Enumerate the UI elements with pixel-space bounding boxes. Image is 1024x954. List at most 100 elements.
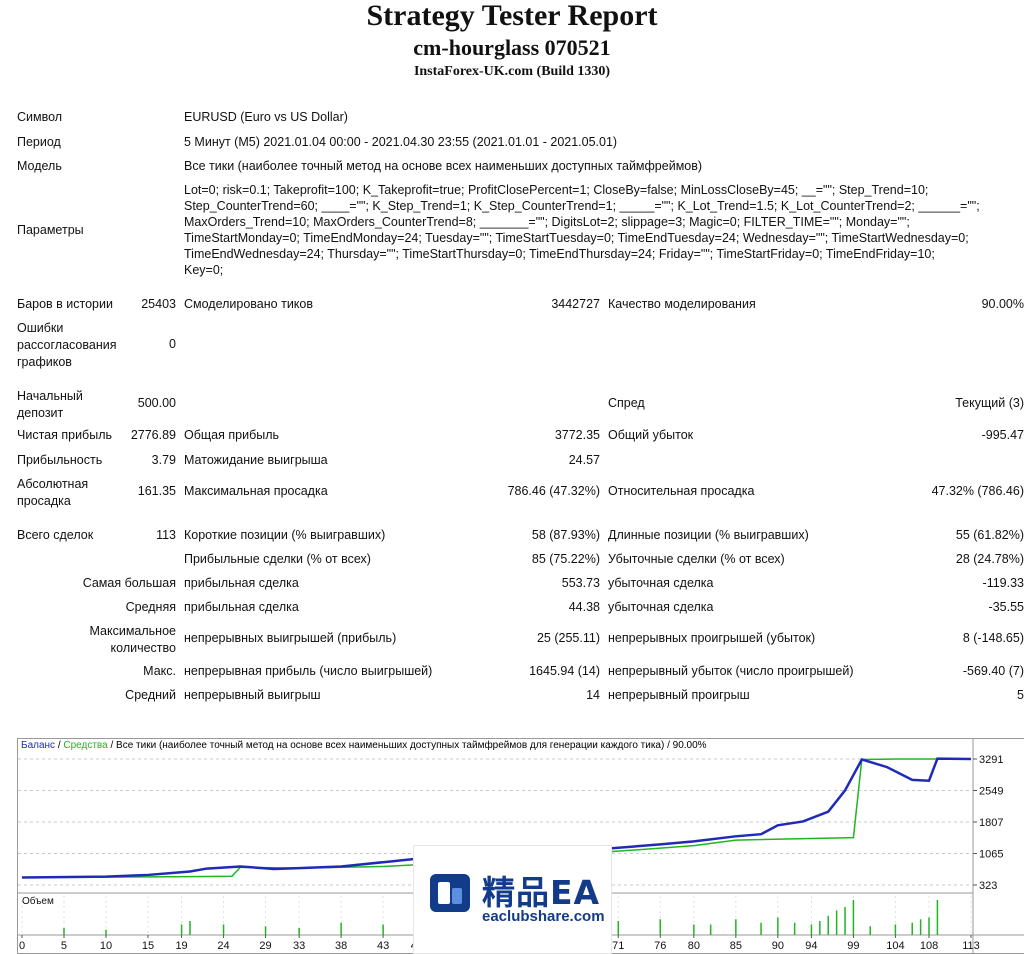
avg-loss-label: убыточная сделка [608, 600, 714, 614]
largest-profit-label: прибыльная сделка [184, 576, 299, 590]
x-tick-label: 19 [175, 940, 187, 952]
y-tick-label: 1065 [979, 849, 1003, 861]
ticks-value: 3442727 [551, 297, 600, 311]
long-value: 55 (61.82%) [955, 528, 1024, 542]
x-tick-label: 85 [730, 940, 742, 952]
abs-dd-value: 161.35 [137, 484, 176, 498]
params-line: Lot=0; risk=0.1; Takeprofit=100; K_Takep… [184, 183, 929, 197]
max-dd-label: Максимальная просадка [184, 484, 328, 498]
x-tick-label: 80 [688, 940, 700, 952]
maxcount-losses-value: 8 (-148.65) [962, 631, 1024, 645]
expect-label: Матожидание выигрыша [184, 453, 328, 467]
x-tick-label: 38 [335, 940, 347, 952]
expect-value: 24.57 [568, 453, 600, 467]
x-tick-label: 71 [612, 940, 624, 952]
params-line: MaxOrders_Trend=10; MaxOrders_CounterTre… [184, 215, 910, 229]
largest-profit-value: 553.73 [561, 576, 600, 590]
y-tick-label: 1807 [979, 817, 1003, 829]
max-profit-value: 1645.94 (14) [529, 664, 600, 678]
profit-trades-value: 85 (75.22%) [531, 552, 600, 566]
ea-name: cm-hourglass 070521 [413, 35, 611, 60]
params-line: TimeStartMonday=0; TimeEndMonday=24; Tue… [184, 231, 969, 245]
gross-profit-label: Общая прибыль [184, 428, 280, 442]
x-tick-label: 43 [377, 940, 389, 952]
net-value: 2776.89 [130, 428, 176, 442]
quality-label: Качество моделирования [608, 297, 756, 311]
average-label: Средняя [125, 600, 176, 614]
avgc-label: Средний [125, 688, 176, 702]
ticks-label: Смоделировано тиков [184, 297, 313, 311]
avgc-loss-value: 5 [1017, 688, 1024, 702]
x-tick-label: 10 [100, 940, 112, 952]
short-value: 58 (87.93%) [531, 528, 600, 542]
chart-title-equity: Средства [63, 740, 108, 751]
maxcount-wins-value: 25 (255.11) [536, 631, 600, 645]
long-label: Длинные позиции (% выигравших) [608, 528, 809, 542]
largest-loss-label: убыточная сделка [608, 576, 714, 590]
y-tick-label: 2549 [979, 786, 1003, 798]
x-tick-label: 24 [217, 940, 229, 952]
chart-title-rest: / Все тики (наиболее точный метод на осн… [107, 740, 707, 751]
max-profit-label: непрерывная прибыль (число выигрышей) [184, 664, 433, 678]
avgc-loss-label: непрерывный проигрыш [608, 688, 750, 702]
avgc-win-label: непрерывный выигрыш [184, 688, 321, 702]
broker-build: InstaForex-UK.com (Build 1330) [413, 64, 611, 79]
spread-label: Спред [608, 396, 645, 410]
avgc-win-value: 14 [586, 688, 600, 702]
period-label: Период [17, 135, 61, 149]
volume-label: Объем [22, 896, 54, 907]
errors-label: Ошибки рассогласования графиков [17, 321, 117, 369]
deposit-value: 500.00 [137, 396, 176, 410]
largest-label: Самая большая [82, 576, 176, 590]
spread-value: Текущий (3) [955, 396, 1024, 410]
x-tick-label: 76 [654, 940, 666, 952]
y-tick-label: 323 [979, 880, 997, 892]
rel-dd-value: 47.32% (786.46) [931, 484, 1024, 498]
params-line: Key=0; [184, 263, 224, 277]
x-tick-label: 108 [920, 940, 938, 952]
total-value: 113 [156, 528, 176, 542]
x-tick-label: 0 [19, 940, 25, 952]
rel-dd-label: Относительная просадка [608, 484, 755, 498]
x-tick-label: 104 [886, 940, 904, 952]
pf-value: 3.79 [151, 453, 176, 467]
x-tick-label: 33 [293, 940, 305, 952]
watermark-logo-icon [430, 874, 470, 912]
errors-value: 0 [169, 337, 176, 351]
max-loss-label: непрерывный убыток (число проигрышей) [608, 664, 854, 678]
avg-profit-label: прибыльная сделка [184, 600, 299, 614]
report-title: Strategy Tester Report [366, 0, 658, 32]
gross-loss-label: Общий убыток [608, 428, 694, 442]
max-loss-value: -569.40 (7) [962, 664, 1024, 678]
x-tick-label: 90 [772, 940, 784, 952]
deposit-label: Начальный депозит [17, 389, 83, 420]
maxcount-losses-label: непрерывных проигрышей (убыток) [608, 631, 816, 645]
avg-profit-value: 44.38 [568, 600, 600, 614]
x-tick-label: 29 [259, 940, 271, 952]
maxcount-wins-label: непрерывных выигрышей (прибыль) [184, 631, 397, 645]
loss-trades-value: 28 (24.78%) [955, 552, 1024, 566]
params-line: Step_CounterTrend=60; ____=""; K_Step_Tr… [184, 199, 980, 213]
max-label: Макс. [143, 664, 176, 678]
chart-title: Баланс / Средства / Все тики (наиболее т… [21, 740, 707, 751]
gross-loss-value: -995.47 [981, 428, 1024, 442]
total-label: Всего сделок [17, 528, 94, 542]
x-tick-label: 5 [61, 940, 67, 952]
x-tick-label: 113 [962, 940, 980, 952]
report-header: Strategy Tester Report cm-hourglass 0705… [0, 0, 1024, 79]
bars-label: Баров в истории [17, 297, 113, 311]
chart-title-balance: Баланс [21, 740, 56, 751]
watermark-url: eaclubshare.com [482, 908, 605, 925]
net-label: Чистая прибыль [17, 428, 112, 442]
bars-value: 25403 [141, 297, 176, 311]
period-value: 5 Минут (M5) 2021.01.04 00:00 - 2021.04.… [184, 135, 618, 149]
watermark: 精品EA eaclubshare.com [413, 845, 612, 954]
symbol-label: Символ [17, 110, 63, 124]
y-tick-label: 3291 [979, 754, 1003, 766]
model-label: Модель [17, 159, 62, 173]
x-tick-label: 94 [805, 940, 817, 952]
params-line: TimeEndWednesday=24; Thursday=""; TimeSt… [184, 247, 935, 261]
pf-label: Прибыльность [17, 453, 103, 467]
avg-loss-value: -35.55 [988, 600, 1024, 614]
x-tick-label: 99 [847, 940, 859, 952]
